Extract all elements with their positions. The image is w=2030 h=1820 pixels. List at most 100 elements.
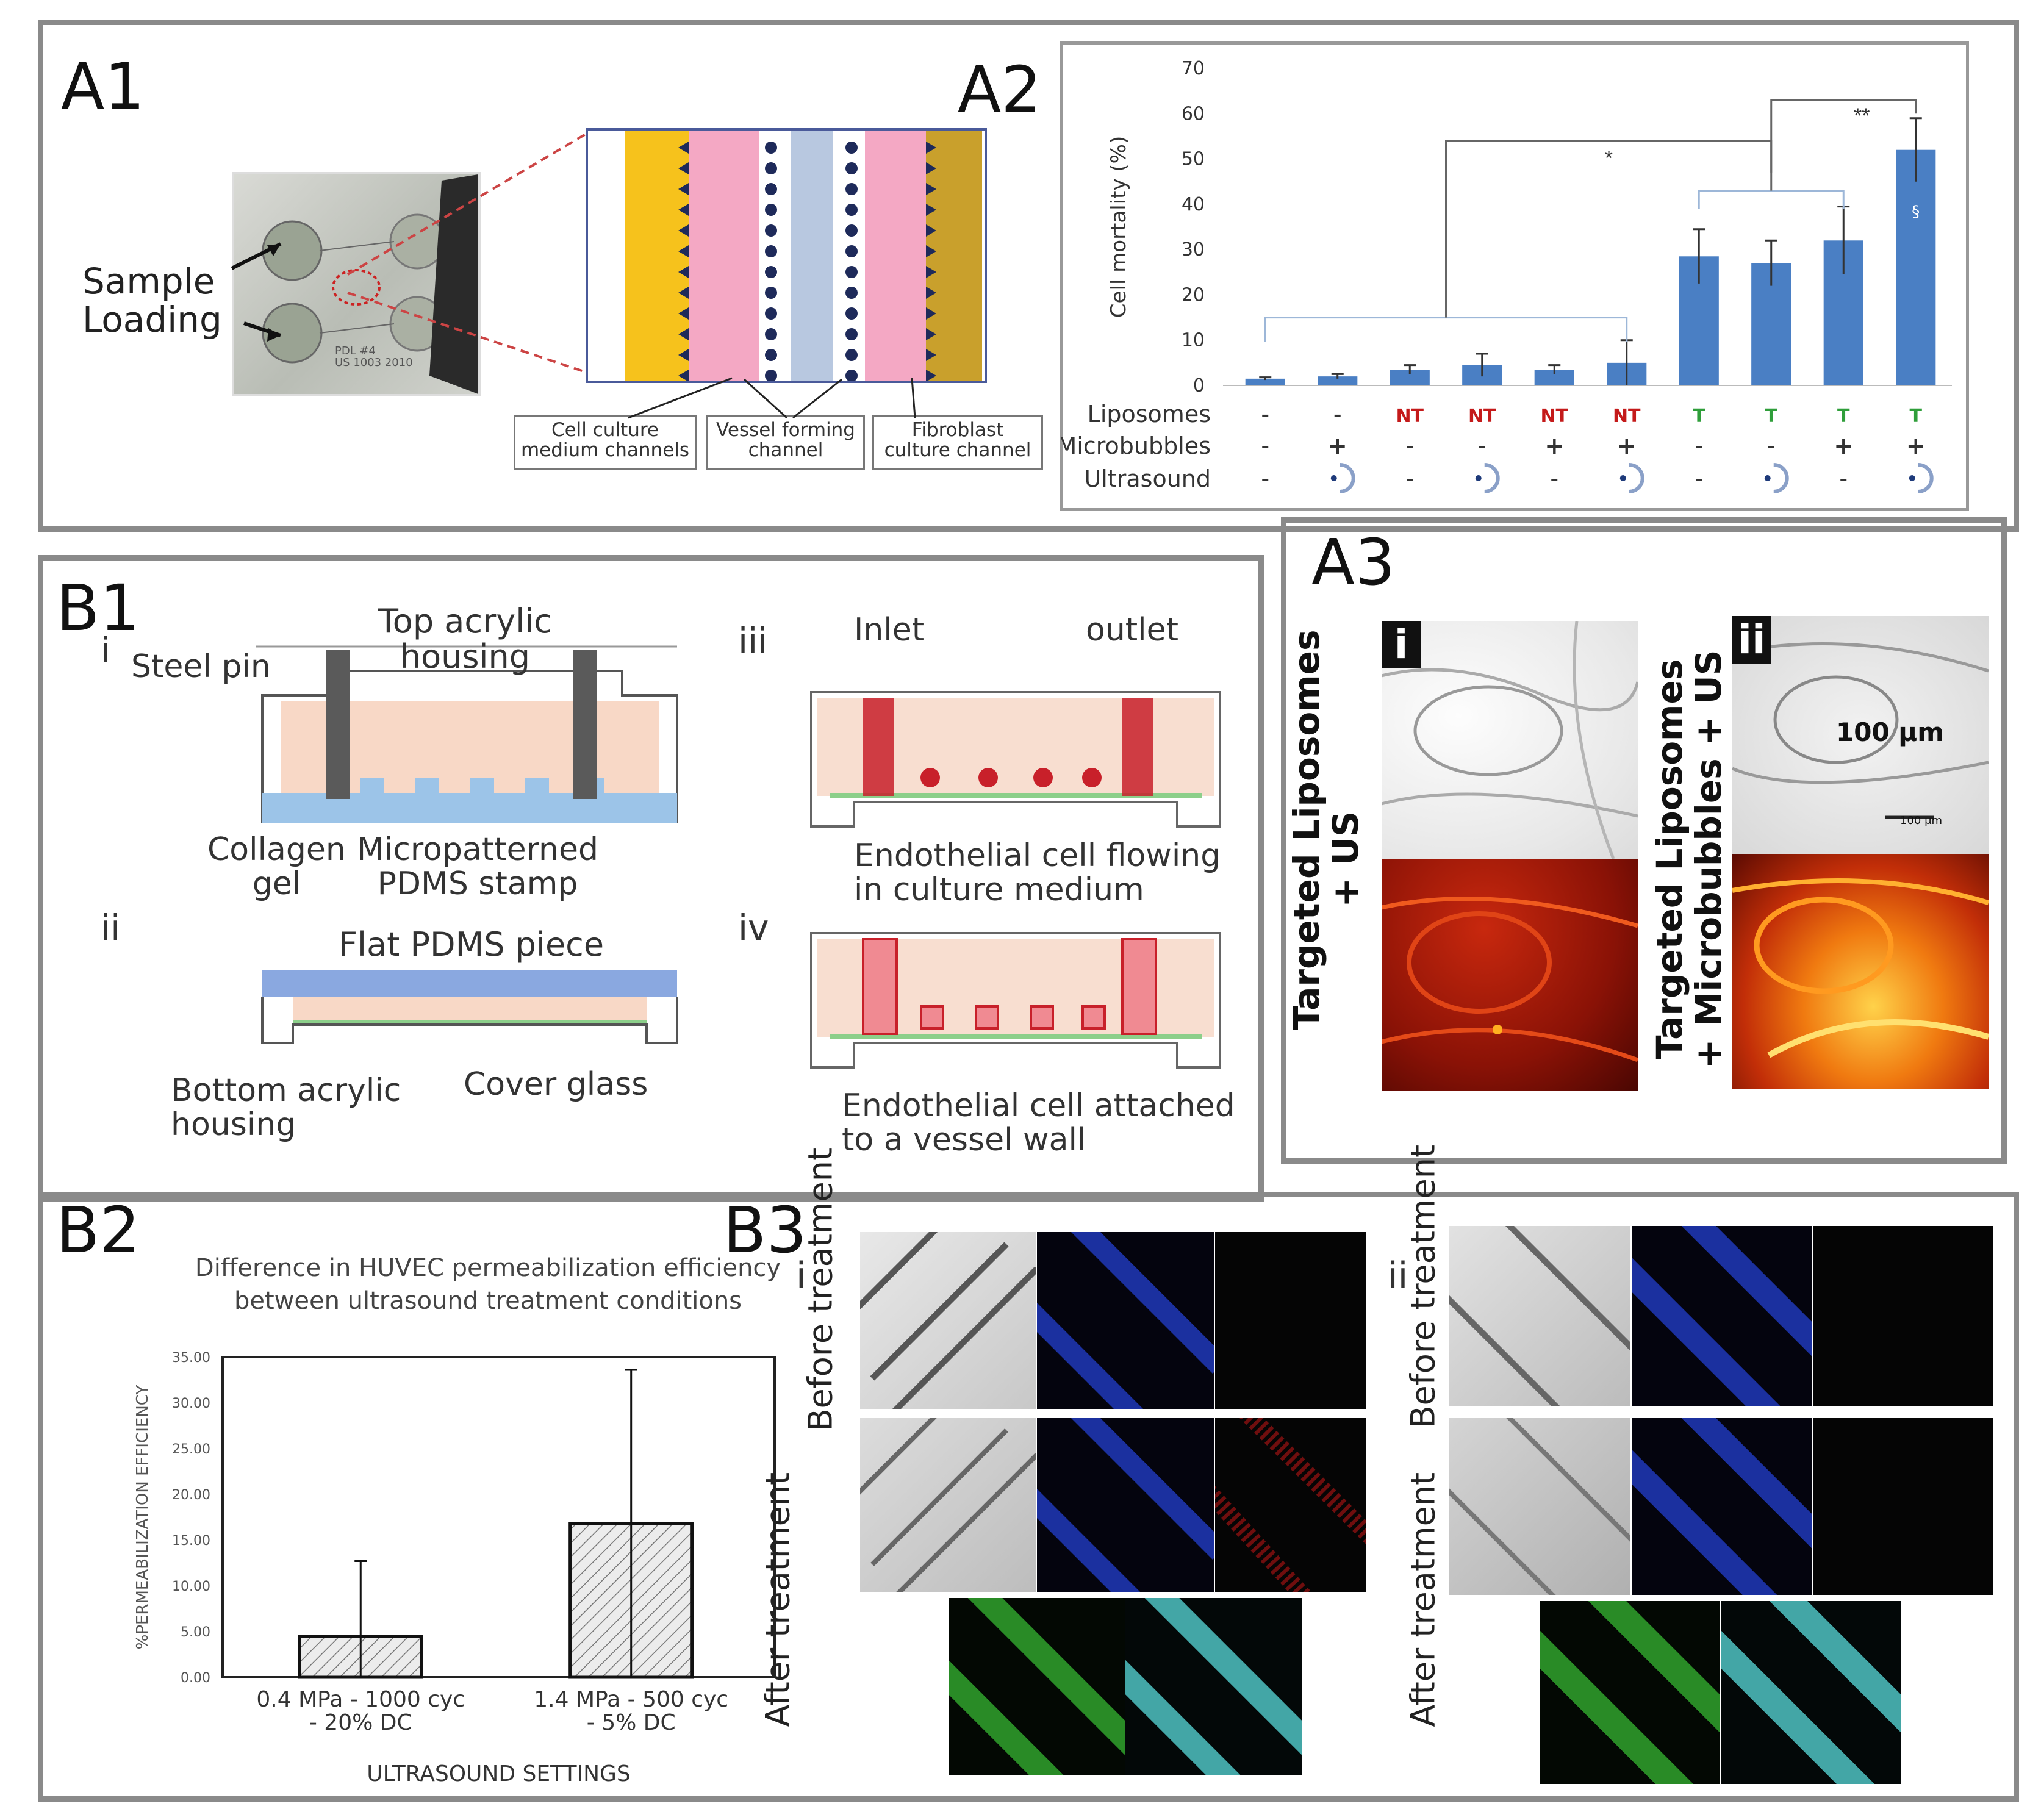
a2-cell: T	[1765, 406, 1778, 427]
a2-cell: -	[1261, 432, 1269, 459]
a2-bracket	[1264, 317, 1628, 342]
b3-i-before-blue	[1037, 1232, 1214, 1409]
a2-cell: -	[1695, 432, 1703, 459]
a2-cell: +	[1906, 432, 1926, 459]
b3-ii-before-label: Before treatment	[1404, 1144, 1443, 1428]
panel-label-b1: B1	[56, 571, 140, 645]
b2-ytick: 15.00	[172, 1533, 210, 1549]
a2-cell: -	[1839, 465, 1848, 492]
a2-cell: +	[1544, 432, 1564, 459]
b3-i-after-bright	[860, 1418, 1036, 1592]
b1-flat-pdms-label: Flat PDMS piece	[339, 925, 604, 964]
permeabilization-chart: Difference in HUVEC permeabilization eff…	[134, 1254, 781, 1786]
panel-label-a3: A3	[1311, 525, 1396, 600]
b3-ii-after-label: After treatment	[1404, 1472, 1443, 1727]
a2-ytick: 60	[1182, 103, 1205, 124]
a2-bar	[1245, 378, 1285, 385]
panel-a-frame	[38, 20, 2019, 532]
b1-attached-label: Endothelial cell attached to a vessel wa…	[842, 1087, 1235, 1159]
a3-tag-i: i	[1382, 621, 1421, 668]
b1-top-acrylic-label: Top acrylic housing	[378, 602, 552, 676]
b3-i-after-green	[949, 1598, 1125, 1775]
b2-ylabel: %PERMEABILIZATION EFFICIENCY	[134, 1385, 152, 1649]
ultrasound-dot-icon	[1619, 475, 1626, 481]
a2-ytick: 70	[1182, 58, 1205, 79]
b3-ii-after-green	[1540, 1601, 1720, 1784]
a2-ytick: 0	[1193, 375, 1205, 396]
a3-fluor-i	[1382, 859, 1638, 1091]
b3-i-after-label: After treatment	[758, 1472, 797, 1727]
b3-ii-after-bright	[1449, 1418, 1630, 1595]
ultrasound-dot-icon	[1475, 475, 1482, 481]
b1-schematic-i	[256, 645, 678, 823]
b2-xlabel: ULTRASOUND SETTINGS	[367, 1761, 631, 1786]
panel-a2-frame	[1060, 41, 1969, 511]
chip-label: PDL #4 US 1003 2010	[335, 345, 413, 370]
a2-mark: §	[1261, 432, 1269, 450]
a2-cell: NT	[1613, 406, 1641, 427]
panel-label-b3: B3	[723, 1193, 807, 1267]
a2-cell: -	[1261, 465, 1269, 492]
a2-row-label: Liposomes	[1088, 401, 1211, 428]
a2-ylabel: Cell mortality (%)	[1106, 136, 1131, 318]
b1-bottom-acrylic-label: Bottom acrylic housing	[171, 1072, 401, 1144]
box-fibroblast-channel: Fibroblast culture channel	[872, 415, 1043, 470]
a3-scale-100um: 100 μm	[1836, 717, 1944, 747]
a2-cell: NT	[1396, 406, 1424, 427]
ultrasound-dot-icon	[1909, 475, 1915, 481]
a2-ytick: 30	[1182, 239, 1205, 260]
b2-ytick: 10.00	[172, 1579, 210, 1594]
b1-stamp-label: Micropatterned PDMS stamp	[357, 831, 599, 903]
a2-row-label: Microbubbles	[1061, 432, 1211, 459]
a2-cell: T	[1837, 406, 1850, 427]
b3-i-after-cyan	[1125, 1598, 1302, 1775]
b3-i-before-label: Before treatment	[801, 1147, 840, 1431]
a2-cell: -	[1695, 465, 1703, 492]
b2-ytick: 35.00	[172, 1350, 210, 1366]
a2-cell: +	[1617, 432, 1637, 459]
a2-ytick: 40	[1182, 194, 1205, 215]
b3-i-before-bright	[860, 1232, 1036, 1409]
b3-i-after-red	[1215, 1418, 1366, 1592]
a2-cell: NT	[1468, 406, 1496, 427]
b2-ytick: 5.00	[181, 1625, 210, 1640]
b3-i-after-blue	[1037, 1418, 1214, 1592]
b1-collagen-label: Collagen gel	[207, 831, 346, 903]
a2-bar	[1318, 376, 1358, 385]
b1-schematic-iv	[810, 932, 1221, 1069]
a2-sig-star: *	[1605, 147, 1613, 170]
panel-label-b2: B2	[56, 1193, 140, 1267]
box-pointer-lines	[628, 377, 916, 419]
b1-schematic-iii	[810, 691, 1221, 828]
a2-cell: -	[1550, 465, 1558, 492]
b2-plot-frame	[221, 1356, 776, 1678]
b1-ii: ii	[101, 907, 121, 948]
ultrasound-icon	[1484, 463, 1500, 493]
a3-tag-ii: ii	[1732, 616, 1771, 664]
a2-cell: T	[1693, 406, 1705, 427]
a2-bracket-dstar	[1770, 99, 1917, 173]
a2-cell: +	[1834, 432, 1853, 459]
a2-cell: -	[1405, 432, 1414, 459]
ultrasound-dot-icon	[1330, 475, 1337, 481]
box-vessel-forming-channel: Vessel forming channel	[706, 415, 865, 470]
a2-cell: -	[1261, 401, 1269, 428]
a2-cell: -	[1478, 432, 1487, 459]
panel-a3-frame	[1281, 517, 2007, 1164]
a2-cell: T	[1910, 406, 1923, 427]
b1-outlet-label: outlet	[1086, 612, 1178, 648]
b1-schematic-ii	[261, 970, 678, 1044]
b2-category-label: - 20% DC	[309, 1710, 412, 1735]
b1-flowing-label: Endothelial cell flowing in culture medi…	[854, 837, 1221, 909]
ultrasound-icon	[1340, 463, 1355, 493]
sample-loading-arrows	[231, 242, 282, 342]
b1-iii: iii	[738, 620, 768, 662]
panel-b-bottom-frame	[38, 1192, 2019, 1802]
b1-iv: iv	[738, 907, 769, 948]
b1-inlet-label: Inlet	[854, 612, 925, 648]
a3-fluor-ii	[1732, 854, 1989, 1089]
a3-brightfield-ii	[1732, 616, 1989, 854]
a2-ytick: 20	[1182, 284, 1205, 306]
a2-cell: -	[1405, 465, 1414, 492]
b3-i-before-red	[1215, 1232, 1366, 1409]
